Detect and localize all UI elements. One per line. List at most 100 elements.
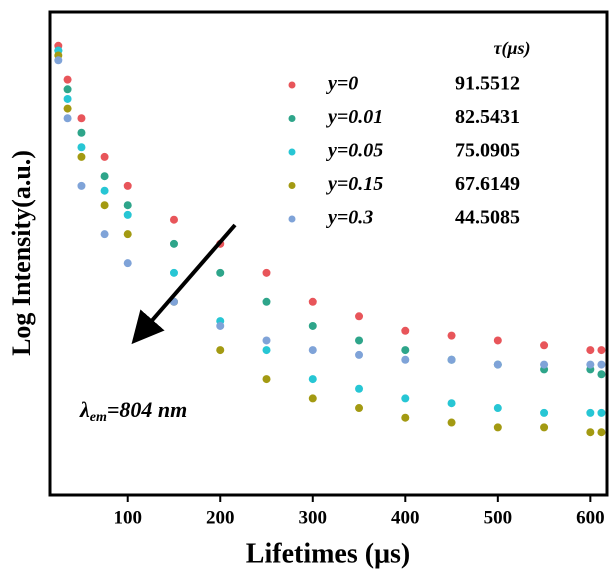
data-point <box>401 326 410 335</box>
annotation-text: =804 nm <box>107 397 187 422</box>
data-point <box>169 268 178 277</box>
x-tick-label: 300 <box>299 507 328 528</box>
legend-tau: 75.0905 <box>455 140 520 162</box>
data-point <box>540 423 549 432</box>
legend-marker <box>288 81 296 89</box>
legend-label: y=0.15 <box>326 173 383 195</box>
x-axis-label: Lifetimes (μs) <box>246 538 410 569</box>
data-point <box>100 230 109 239</box>
data-point <box>355 350 364 359</box>
data-point <box>447 355 456 364</box>
data-point <box>262 297 271 306</box>
data-point <box>262 268 271 277</box>
data-point <box>355 312 364 321</box>
data-point <box>123 259 132 268</box>
data-point <box>123 201 132 210</box>
data-point <box>63 114 72 123</box>
legend-label: y=0.01 <box>326 106 383 128</box>
data-point <box>355 404 364 413</box>
data-point <box>77 128 86 137</box>
data-point <box>63 104 72 113</box>
legend-tau: 82.5431 <box>455 106 520 128</box>
data-point <box>540 341 549 350</box>
data-point <box>493 423 502 432</box>
data-point <box>540 360 549 369</box>
data-point <box>308 297 317 306</box>
data-point <box>308 321 317 330</box>
data-point <box>355 336 364 345</box>
x-tick-label: 500 <box>484 507 513 528</box>
x-tick-label: 600 <box>576 507 605 528</box>
annotation-subscript: em <box>90 410 107 425</box>
x-tick-label: 200 <box>206 507 235 528</box>
arrow <box>131 223 237 345</box>
legend-label: y=0.05 <box>326 140 383 162</box>
legend-tau: 44.5085 <box>455 207 520 229</box>
legend-tau: 91.5512 <box>455 73 520 95</box>
data-point <box>123 230 132 239</box>
legend-marker <box>288 182 296 189</box>
data-point <box>308 394 317 403</box>
data-point <box>216 346 225 355</box>
x-tick-label: 100 <box>113 507 142 528</box>
data-point <box>308 375 317 384</box>
data-point <box>597 370 606 379</box>
annotation: λem=804 nm <box>79 397 187 425</box>
data-point <box>63 94 72 103</box>
legend-marker <box>288 215 296 223</box>
data-point <box>77 114 86 123</box>
data-point <box>401 413 410 422</box>
x-tick-label: 400 <box>391 507 420 528</box>
data-point <box>493 360 502 369</box>
data-point <box>123 210 132 219</box>
data-point <box>597 346 606 355</box>
data-point <box>100 201 109 210</box>
data-point <box>586 360 595 369</box>
legend-header: τ(μs) <box>494 38 531 59</box>
data-point <box>308 346 317 355</box>
data-point <box>355 384 364 393</box>
legend-marker <box>288 148 296 156</box>
y-axis-label: Log Intensity(a.u.) <box>7 150 36 356</box>
data-point <box>401 346 410 355</box>
annotation-symbol: λ <box>79 397 90 422</box>
data-point <box>77 152 86 161</box>
data-point <box>401 394 410 403</box>
legend-tau: 67.6149 <box>455 173 520 195</box>
plot-frame <box>48 10 609 497</box>
data-point <box>216 268 225 277</box>
data-point <box>169 215 178 224</box>
data-point <box>54 56 63 65</box>
data-point <box>597 428 606 437</box>
data-point <box>262 346 271 355</box>
data-point <box>493 404 502 413</box>
legend-label: y=0.3 <box>326 207 373 229</box>
data-point <box>447 418 456 427</box>
data-point <box>262 375 271 384</box>
data-point <box>169 239 178 248</box>
legend-label: y=0 <box>326 73 358 95</box>
legend-marker <box>288 115 296 122</box>
data-point <box>401 355 410 364</box>
data-point <box>597 408 606 417</box>
data-point <box>100 152 109 161</box>
data-point <box>77 181 86 190</box>
data-point <box>63 75 72 84</box>
data-point <box>586 346 595 355</box>
data-point <box>63 85 72 94</box>
data-point <box>586 428 595 437</box>
data-point <box>123 181 132 190</box>
data-point <box>100 186 109 195</box>
data-point <box>262 336 271 345</box>
data-point <box>493 336 502 345</box>
data-point <box>216 321 225 330</box>
data-point <box>100 172 109 181</box>
data-point <box>77 143 86 152</box>
data-point <box>597 360 606 369</box>
data-point <box>540 408 549 417</box>
data-point <box>447 331 456 340</box>
data-point <box>586 408 595 417</box>
data-point <box>447 399 456 408</box>
